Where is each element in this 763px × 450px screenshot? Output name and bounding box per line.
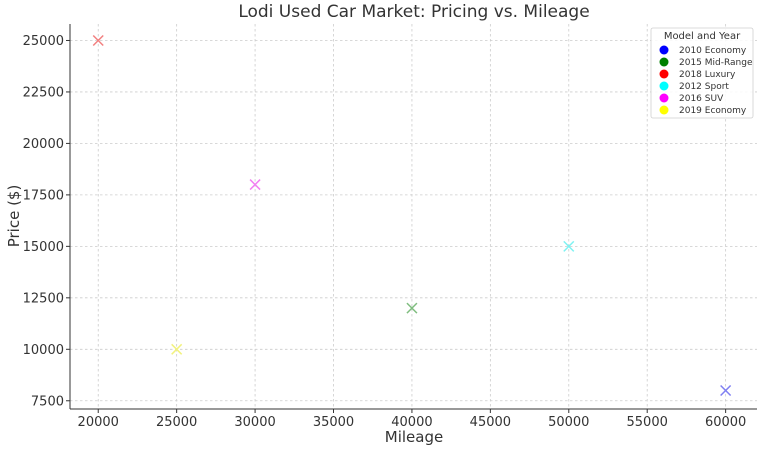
y-tick-label: 10000 [23,343,64,358]
data-points [92,34,732,397]
legend-marker [659,105,669,115]
x-tick-label: 50000 [548,415,589,430]
x-axis-ticks: 20000 25000 30000 35000 40000 45000 50000 55000… [78,409,746,430]
x-tick-label: 55000 [627,415,668,430]
legend-item: 2016 SUV [659,93,724,104]
y-tick-label: 7500 [31,394,64,409]
axes-frame [69,24,757,410]
legend-item: 2012 Sport [659,81,729,92]
legend-marker [659,93,669,103]
y-tick-label: 12500 [23,291,64,306]
data-point-2019-economy [171,343,183,355]
data-point-2012-sport [563,240,575,252]
legend-item: 2015 Mid-Range [659,57,753,68]
grid-lines [70,24,757,409]
y-tick-label: 22500 [23,85,64,100]
x-tick-label: 40000 [391,415,432,430]
legend-title: Model and Year [664,31,741,42]
y-tick-label: 17500 [23,188,64,203]
data-point-2018-luxury [92,34,104,47]
legend-label: 2010 Economy [679,46,747,56]
y-tick-label: 25000 [23,34,64,49]
legend-marker [659,69,669,79]
x-tick-label: 20000 [78,415,119,430]
data-point-2010-economy [720,384,732,397]
legend-label: 2015 Mid-Range [679,58,753,68]
legend-marker [659,57,669,67]
legend-label: 2016 SUV [679,94,724,104]
chart-title: Lodi Used Car Market: Pricing vs. Mileag… [238,2,589,22]
legend-marker [659,45,669,55]
y-axis-title: Price ($) [5,185,23,248]
x-tick-label: 25000 [156,415,197,430]
legend-item: 2010 Economy [659,45,747,56]
legend-box [650,27,754,119]
legend-label: 2019 Economy [679,106,747,116]
y-axis-ticks: 7500 10000 12500 15000 17500 20000 22500 25000 [23,34,70,409]
legend-marker [659,81,669,91]
x-axis-title: Mileage [385,428,443,446]
y-tick-label: 15000 [23,240,64,255]
legend-label: 2012 Sport [679,82,729,92]
legend-item: 2019 Economy [659,105,747,116]
legend-item: 2018 Luxury [659,69,736,80]
legend-label: 2018 Luxury [679,70,736,80]
data-point-2016-suv [249,179,261,191]
x-tick-label: 35000 [313,415,354,430]
x-tick-label: 60000 [705,415,746,430]
y-tick-label: 20000 [23,137,64,152]
x-tick-label: 45000 [470,415,511,430]
x-tick-label: 30000 [234,415,275,430]
legend-items: 2010 Economy 2015 Mid-Range 2018 Luxury 201… [659,45,753,116]
legend: Model and Year 2010 Economy 2015 Mid-Rang… [650,27,754,119]
data-point-2015-mid-range [406,302,418,314]
